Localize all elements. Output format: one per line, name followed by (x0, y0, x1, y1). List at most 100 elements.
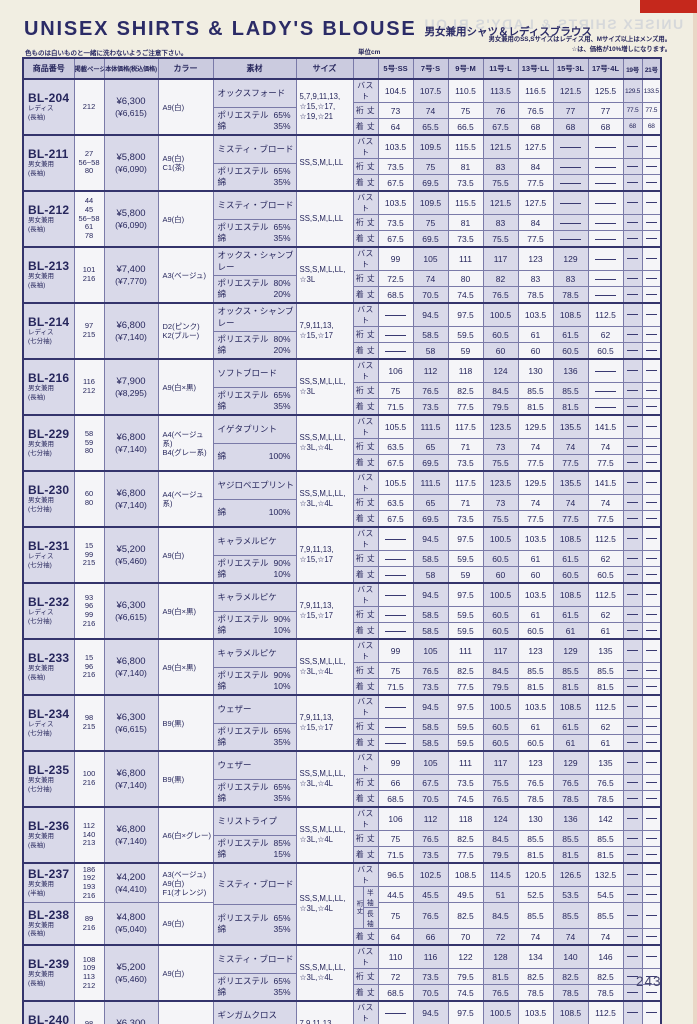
price-cell: ¥6,300(¥6,615) (103, 78, 159, 136)
no-value-dash (645, 405, 657, 407)
measure-value: 73.5 (412, 968, 449, 985)
measure-value: 53.5 (552, 886, 589, 903)
measure-value: 68 (517, 118, 554, 136)
price: ¥4,800 (116, 912, 146, 924)
no-value-dash (626, 258, 639, 260)
measure-value: 59.5 (447, 734, 484, 752)
table-row: 裄 丈 58.5 59.5 60.5 61 61.5 62 (23, 550, 662, 567)
measure-value (622, 190, 643, 215)
measure-value: 142 (587, 806, 624, 831)
measure-value: 67.5 (377, 454, 414, 472)
measure-value: 115.5 (447, 190, 484, 215)
product-code: BL-240 (28, 1013, 70, 1024)
measure-value (622, 718, 643, 735)
measure-value: 99 (377, 750, 414, 775)
measure-value (622, 550, 643, 567)
measure-value: 77 (587, 102, 624, 119)
page-title: UNISEX SHIRTS & LADY'S BLOUSE 男女兼用シャツ＆レディ… (24, 18, 592, 41)
no-value-dash (626, 874, 639, 876)
table-row: 裄 丈 73 74 75 76 76.5 77 77 77.5 77.5 (23, 102, 662, 119)
measure-value: 49.5 (447, 886, 484, 903)
measure-value: 129 (552, 246, 589, 271)
product-code-cell: BL-216 男女兼用 (長袖) (22, 358, 75, 416)
measure-value: 79.5 (482, 398, 519, 416)
measure-value: 99 (377, 638, 414, 663)
measure-value: 78.5 (517, 790, 554, 808)
composition-line: ポリエステル 90% (217, 669, 291, 680)
measure-value: 140 (552, 944, 589, 969)
measure-label-bust: バスト (352, 470, 379, 495)
measure-value (641, 230, 662, 248)
no-value-dash (594, 238, 617, 240)
composition-line: 綿 35% (217, 120, 291, 131)
product-category: 男女兼用 (28, 971, 54, 979)
measure-value (587, 398, 624, 416)
measure-value: 74.5 (447, 984, 484, 1002)
measure-label-yuki-split: 裄丈 半袖 長袖 (352, 886, 379, 929)
catalog-page-ref: 56~58 (78, 157, 100, 167)
price: ¥5,800 (116, 207, 146, 219)
measure-value (641, 622, 662, 640)
measure-label-kitake: 着 丈 (352, 622, 379, 640)
measure-value (587, 382, 624, 399)
measure-value: 67.5 (377, 230, 414, 248)
measure-value (641, 302, 662, 327)
measure-value: 59.5 (447, 606, 484, 623)
table-row: BL-211 男女兼用 (長袖) 27 56~58 80 ¥5,800 (¥6,090) A9(… (22, 134, 662, 192)
measure-value: 118 (447, 806, 484, 831)
table-row: 着 丈 68.5 70.5 74.5 76.5 78.5 78.5 78.5 (23, 984, 662, 1002)
measure-value: 77.5 (552, 510, 589, 528)
measure-value: 74.5 (447, 286, 484, 304)
measure-value: 77.5 (641, 102, 662, 119)
no-value-dash (645, 781, 657, 783)
measure-value: 141.5 (587, 414, 624, 439)
product-category: 男女兼用 (28, 921, 54, 929)
measure-value: 81.5 (552, 678, 589, 696)
table-row: 裄 丈 66 67.5 73.5 75.5 76.5 76.5 76.5 (23, 774, 662, 791)
composition-line: 綿 20% (217, 288, 291, 299)
product-sleeve-type: (七分袖) (28, 729, 52, 737)
product-code-cell: BL-214 レディス (七分袖) (22, 302, 75, 360)
size-list-line: ☆3L (299, 275, 316, 284)
no-value-dash (626, 146, 639, 148)
measure-value: 60.5 (482, 606, 519, 623)
product-code-cell: BL-236 男女兼用 (長袖) (22, 806, 75, 864)
measure-value (377, 1000, 414, 1024)
measure-value: 76.5 (587, 774, 624, 791)
measure-value (641, 1000, 662, 1024)
no-value-dash (626, 762, 639, 764)
measure-value: 60 (482, 566, 519, 584)
no-value-dash (645, 314, 657, 316)
table-row: BL-235 男女兼用 (七分袖) 100 216 ¥6,800 (¥7,140) B9(黒)… (22, 750, 662, 808)
measure-value: 85.5 (552, 382, 589, 399)
measure-value: 68 (641, 118, 662, 136)
size-list-line: SS,S,M,L,LL, (299, 657, 346, 667)
measure-value: 75.5 (482, 174, 519, 192)
no-value-dash (384, 539, 407, 541)
no-value-dash (594, 182, 617, 184)
measure-value: 77.5 (517, 454, 554, 472)
measure-value: 117 (482, 638, 519, 663)
catalog-page-ref: 216 (82, 778, 96, 787)
available-sizes-cell: SS,S,M,L,LL, ☆3L,☆4L (295, 806, 354, 864)
product-category: 男女兼用 (28, 273, 54, 281)
measure-value: 100.5 (482, 302, 519, 327)
measure-value: 60.5 (552, 342, 589, 360)
table-row: BL-240レディス(七分袖)98215¥6,300(¥6,615)B5(白×黒… (22, 1000, 662, 1024)
color-option: A9(白×黒) (162, 606, 197, 616)
measure-value (641, 494, 662, 511)
measure-value: 60.5 (587, 342, 624, 360)
measure-value (377, 718, 414, 735)
measure-value (377, 734, 414, 752)
measure-value: 106 (377, 358, 414, 383)
color-cell: A9(白) (157, 78, 214, 136)
measure-value (622, 638, 643, 663)
measure-value: 112 (412, 358, 449, 383)
measure-value: 79.5 (482, 846, 519, 864)
measure-value: 59.5 (447, 718, 484, 735)
measure-value: 85.5 (552, 902, 589, 929)
measure-value: 100.5 (482, 582, 519, 607)
catalog-page-ref: 97 (84, 321, 94, 331)
color-cell: B5(白×黒) (157, 1000, 214, 1024)
